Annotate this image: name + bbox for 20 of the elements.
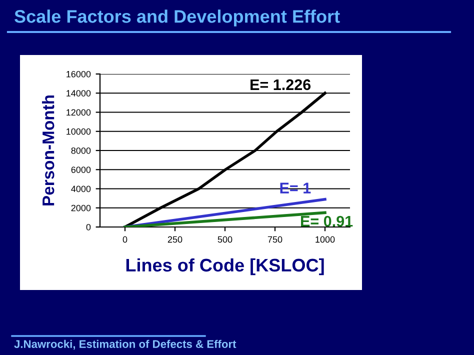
x-tick-label: 250 [168,236,182,243]
x-tick-label: 750 [268,236,282,243]
y-tick-label: 8000 [71,147,91,154]
y-tick-label: 2000 [71,204,91,212]
text: J.Nawrocki, Estimation of Defects & Effort [14,340,236,350]
series-label: E= 0.91 [301,216,353,227]
x-axis-title: Lines of Code [KSLOC] [126,258,324,276]
y-tick-label: 4000 [71,186,91,192]
x-tick-label: 500 [218,236,232,243]
series-label: E= 1.226 [250,79,311,90]
y-tick-label: 16000 [66,70,91,78]
y-tick-label: 0 [86,224,91,230]
y-tick-label: 14000 [66,90,91,96]
y-tick-label: 10000 [66,128,91,135]
y-tick-label: 12000 [66,109,91,116]
y-axis-title: Person-Month [42,96,54,206]
x-tick-label: 1000 [316,236,335,243]
x-tick-label: 0 [122,236,128,243]
chart-title: Scale Factors and Development Effort [14,10,340,26]
y-tick-label: 6000 [71,166,91,173]
